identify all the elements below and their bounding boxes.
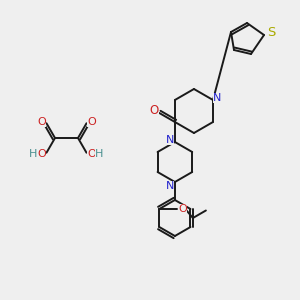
Text: O: O [37, 149, 46, 159]
Text: H: H [95, 149, 104, 159]
Text: O: O [178, 204, 187, 214]
Text: O: O [150, 104, 159, 118]
Text: N: N [166, 135, 174, 145]
Text: H: H [29, 149, 38, 159]
Text: N: N [166, 181, 174, 191]
Text: O: O [37, 117, 46, 127]
Text: S: S [267, 26, 275, 38]
Text: O: O [87, 149, 96, 159]
Text: N: N [213, 93, 221, 103]
Text: O: O [87, 117, 96, 127]
